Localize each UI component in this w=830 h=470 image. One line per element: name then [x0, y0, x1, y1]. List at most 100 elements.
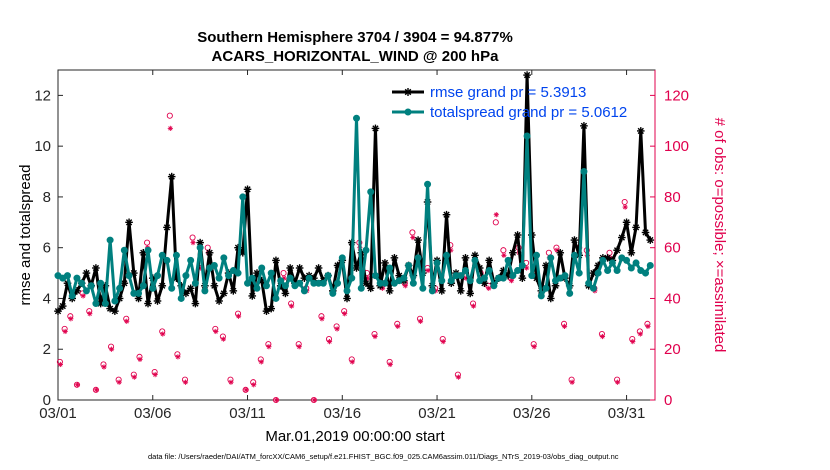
rmse-point — [153, 297, 162, 305]
rmse-point — [385, 287, 394, 295]
totalspread-point — [409, 279, 417, 287]
totalspread-point — [627, 264, 635, 272]
obs-assimilated-point — [80, 293, 86, 299]
totalspread-point — [343, 287, 351, 295]
totalspread-point — [580, 168, 588, 176]
obs-assimilated-point — [258, 359, 264, 365]
rmse-point — [243, 185, 252, 194]
y2-tick-label: 80 — [664, 189, 681, 206]
totalspread-point — [400, 274, 408, 282]
totalspread-point — [514, 267, 522, 275]
rmse-point — [485, 256, 493, 265]
totalspread-point — [542, 284, 550, 292]
totalspread-point — [182, 272, 190, 280]
obs-assimilated-point — [93, 387, 100, 393]
rmse-point — [580, 122, 588, 130]
totalspread-point — [443, 251, 451, 259]
x-tick-label: 03/31 — [608, 405, 646, 422]
obs-assimilated-point — [501, 252, 507, 258]
totalspread-point — [642, 269, 650, 277]
rmse-point — [523, 71, 531, 79]
totalspread-point — [154, 272, 161, 280]
totalspread-point — [471, 256, 479, 264]
footer-data-file: data file: /Users/raeder/DAI/ATM_forcXX/… — [148, 452, 619, 461]
totalspread-point — [82, 287, 90, 295]
totalspread-point — [300, 287, 308, 295]
obs-assimilated-point — [334, 326, 340, 332]
totalspread-point — [561, 272, 569, 280]
totalspread-point — [575, 269, 583, 277]
rmse-point — [267, 304, 276, 313]
totalspread-point — [267, 269, 275, 277]
totalspread-point — [87, 282, 95, 290]
rmse-point — [111, 307, 119, 315]
totalspread-point — [149, 284, 157, 292]
totalspread-point — [623, 256, 631, 264]
rmse-point — [314, 264, 323, 272]
obs-assimilated-point — [349, 359, 355, 365]
obs-possible-point — [189, 234, 196, 241]
legend-rmse-label: rmse grand pr = 5.3913 — [430, 84, 586, 101]
totalspread-point — [405, 261, 413, 269]
y2-tick-label: 0 — [664, 392, 672, 409]
obs-assimilated-point — [273, 397, 280, 403]
rmse-point — [262, 307, 271, 315]
totalspread-point — [570, 251, 578, 259]
rmse-point — [437, 287, 446, 295]
rmse-point — [167, 172, 176, 181]
totalspread-point — [258, 264, 266, 272]
rmse-point — [205, 248, 214, 257]
rmse-point — [556, 248, 565, 257]
totalspread-point — [191, 279, 199, 287]
totalspread-point — [613, 267, 621, 275]
obs-assimilated-point — [220, 336, 226, 342]
totalspread-point — [168, 284, 176, 292]
obs-assimilated-point — [622, 204, 628, 210]
x-tick-label: 03/06 — [134, 405, 172, 422]
totalspread-point — [338, 254, 346, 262]
rmse-point — [371, 124, 380, 133]
totalspread-point — [239, 193, 247, 201]
obs-assimilated-point — [645, 323, 651, 329]
totalspread-point — [116, 284, 124, 292]
rmse-point — [92, 264, 100, 272]
obs-assimilated-point — [326, 339, 333, 345]
totalspread-point — [367, 188, 375, 196]
obs-assimilated-point — [62, 328, 68, 335]
totalspread-point — [604, 267, 612, 275]
obs-assimilated-point — [289, 303, 295, 309]
legend-spread-marker — [404, 108, 412, 116]
obs-assimilated-point — [561, 323, 568, 329]
rmse-point — [186, 284, 195, 293]
totalspread-point — [215, 274, 223, 282]
obs-assimilated-point — [101, 364, 107, 370]
rmse-point — [82, 269, 91, 277]
totalspread-point — [419, 284, 427, 292]
rmse-point — [163, 223, 171, 232]
totalspread-point — [139, 282, 147, 290]
totalspread-point — [547, 254, 555, 262]
totalspread-point — [78, 279, 86, 287]
obs-assimilated-point — [342, 311, 348, 317]
obs-assimilated-point — [395, 323, 401, 329]
rmse-point — [366, 284, 375, 293]
totalspread-point — [632, 259, 640, 267]
totalspread-point — [362, 246, 370, 254]
totalspread-point — [296, 279, 304, 287]
obs-assimilated-point — [87, 311, 93, 317]
obs-assimilated-point — [131, 374, 137, 380]
chart-title-line2: ACARS_HORIZONTAL_WIND @ 200 hPa — [212, 48, 500, 65]
obs-possible-point — [280, 270, 287, 277]
totalspread-point — [589, 284, 597, 292]
x-tick-label: 03/01 — [39, 405, 77, 422]
totalspread-point — [461, 267, 469, 275]
totalspread-point — [135, 289, 143, 297]
legend-rmse-marker — [404, 88, 412, 96]
totalspread-point — [305, 274, 313, 282]
totalspread-point — [504, 256, 512, 264]
totalspread-point — [594, 269, 602, 277]
rmse-point — [390, 254, 399, 262]
totalspread-point — [348, 274, 356, 282]
totalspread-point — [120, 246, 128, 254]
